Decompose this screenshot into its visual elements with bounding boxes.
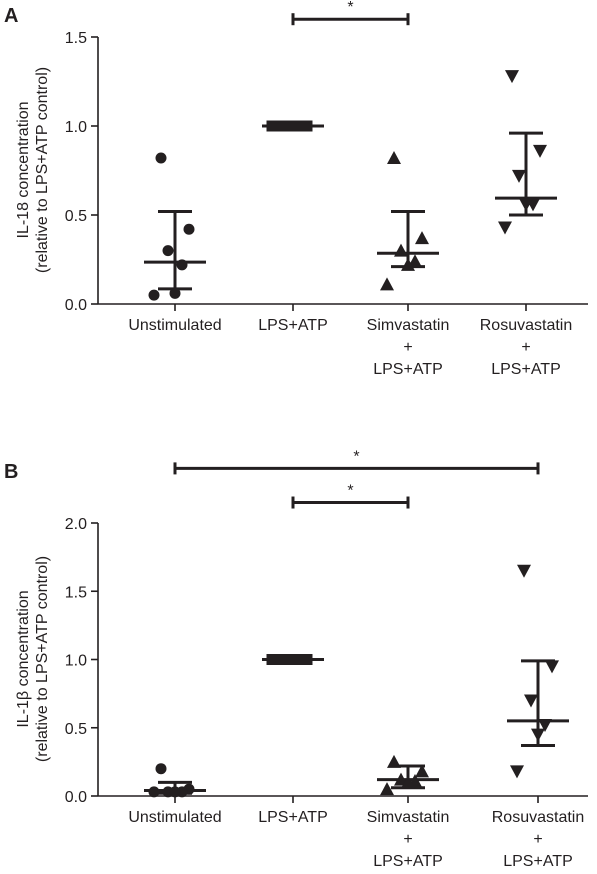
category-label: LPS+ATP — [503, 853, 573, 870]
category-label: Rosuvastatin — [480, 317, 573, 334]
data-point — [301, 120, 313, 132]
y-tick-label: 1.0 — [65, 653, 87, 670]
y-tick-label: 1.5 — [65, 30, 87, 47]
category-label: + — [403, 339, 412, 356]
category-label: Simvastatin — [367, 317, 450, 334]
category-group: LPS+ATP — [258, 654, 328, 826]
data-point — [505, 70, 519, 84]
category-group: Unstimulated — [128, 763, 222, 826]
panel-b: B 0.0 0.5 1.0 1.5 2.0 IL-1β concentration (rela… — [4, 448, 588, 870]
significance-bracket: * — [173, 448, 540, 475]
data-point — [280, 654, 292, 665]
category-group: Rosuvastatin + LPS+ATP — [492, 564, 585, 870]
data-point — [510, 765, 524, 779]
category-label: Simvastatin — [367, 809, 450, 826]
data-point — [538, 719, 552, 733]
category-group: Rosuvastatin + LPS+ATP — [480, 70, 573, 378]
data-point — [415, 764, 429, 778]
data-point — [148, 289, 160, 301]
data-point — [155, 152, 167, 164]
data-point — [401, 775, 415, 789]
data-point — [266, 654, 278, 665]
data-point — [533, 144, 547, 158]
category-label: LPS+ATP — [491, 361, 561, 378]
data-point — [498, 221, 512, 235]
data-point — [266, 120, 278, 132]
data-point — [169, 786, 181, 798]
data-point — [294, 654, 306, 665]
category-label: LPS+ATP — [258, 317, 328, 334]
panel-label: A — [4, 5, 18, 27]
significance-bracket: * — [291, 483, 410, 509]
data-point — [531, 728, 545, 742]
significance-label: * — [353, 448, 359, 465]
data-point — [176, 259, 188, 271]
data-point — [287, 120, 299, 132]
data-point — [387, 151, 401, 165]
significance-bracket: * — [291, 0, 410, 26]
data-point — [380, 782, 394, 796]
data-point — [415, 231, 429, 245]
category-label: + — [403, 831, 412, 848]
y-tick-label: 1.0 — [65, 119, 87, 136]
y-tick-label: 0.5 — [65, 208, 87, 225]
category-group: Unstimulated — [128, 152, 222, 334]
y-tick-label: 0.0 — [65, 297, 87, 314]
data-point — [287, 654, 299, 665]
data-point — [519, 198, 533, 212]
category-label: LPS+ATP — [258, 809, 328, 826]
y-tick-label: 2.0 — [65, 516, 87, 533]
data-point — [183, 223, 195, 235]
data-point — [273, 654, 285, 665]
category-label: Unstimulated — [128, 317, 221, 334]
data-point — [512, 169, 526, 183]
category-label: Rosuvastatin — [492, 809, 585, 826]
data-point — [387, 754, 401, 768]
panel-label: B — [4, 461, 18, 483]
data-point — [155, 763, 167, 775]
data-point — [380, 277, 394, 291]
data-point — [524, 694, 538, 708]
data-point — [301, 654, 313, 665]
data-point — [517, 564, 531, 578]
data-point — [169, 287, 181, 299]
data-point — [148, 786, 160, 798]
data-point — [162, 245, 174, 257]
panel-a: A 0.0 0.5 1.0 1.5 IL-18 concentration (relativ… — [4, 0, 588, 378]
y-tick-label: 1.5 — [65, 584, 87, 601]
category-group: LPS+ATP — [258, 120, 328, 334]
y-axis-title-line: (relative to LPS+ATP control) — [34, 67, 51, 273]
category-label: + — [533, 831, 542, 848]
y-tick-label: 0.5 — [65, 721, 87, 738]
data-point — [294, 120, 306, 132]
category-group: Simvastatin + LPS+ATP — [367, 151, 450, 378]
y-axis-title-line: (relative to LPS+ATP control) — [34, 556, 51, 762]
category-label: Unstimulated — [128, 809, 221, 826]
y-axis-title: IL-1β concentration (relative to LPS+ATP … — [15, 556, 51, 762]
category-label: + — [521, 339, 530, 356]
data-point — [394, 243, 408, 257]
significance-label: * — [347, 0, 353, 16]
y-tick-label: 0.0 — [65, 789, 87, 806]
data-point — [401, 257, 415, 271]
data-point — [408, 254, 422, 268]
data-point — [545, 660, 559, 674]
y-axis-title: IL-18 concentration (relative to LPS+ATP … — [15, 67, 51, 273]
significance-label: * — [347, 483, 353, 500]
category-label: LPS+ATP — [373, 853, 443, 870]
category-label: LPS+ATP — [373, 361, 443, 378]
y-axis-title-line: IL-1β concentration — [15, 590, 32, 727]
y-axis-title-line: IL-18 concentration — [15, 102, 32, 239]
data-point — [280, 120, 292, 132]
data-point — [273, 120, 285, 132]
category-group: Simvastatin + LPS+ATP — [367, 754, 450, 870]
